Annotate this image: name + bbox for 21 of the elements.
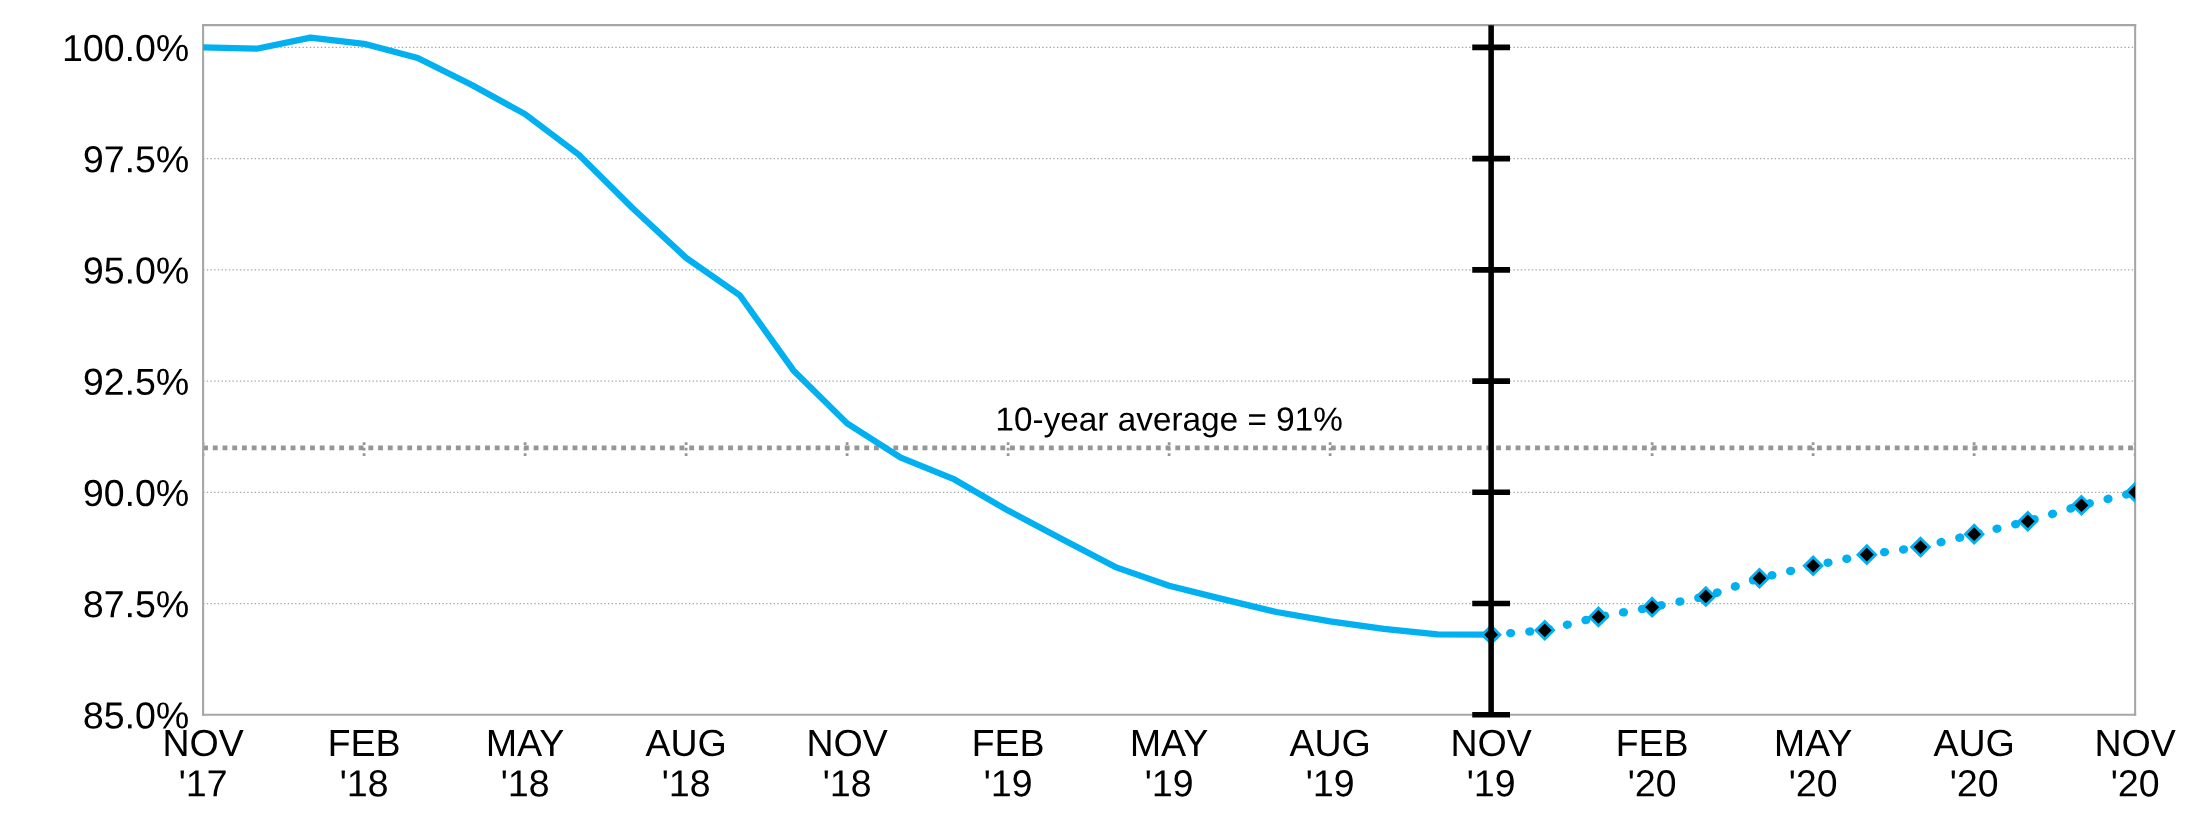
- x-tick-label: MAY '20: [1776, 730, 1852, 797]
- x-tick-label: NOV '20: [2097, 729, 2176, 797]
- x-tick-label: FEB '19: [974, 730, 1043, 797]
- y-tick-label: 95.0%: [84, 257, 188, 284]
- ref-line-label: 10-year average = 91%: [997, 407, 1342, 438]
- x-tick-label: FEB '20: [1618, 730, 1687, 797]
- y-tick-label: 87.5%: [84, 590, 188, 618]
- x-tick-label: NOV '17: [165, 729, 244, 797]
- x-tick-label: NOV '19: [1453, 729, 1532, 797]
- x-tick-label: AUG '18: [645, 729, 724, 797]
- y-tick-label: 85.0%: [84, 702, 188, 729]
- x-tick-label: MAY '18: [488, 730, 564, 797]
- x-tick-label: MAY '19: [1132, 730, 1208, 797]
- x-tick-label: AUG '20: [1933, 729, 2012, 797]
- x-tick-label: AUG '19: [1289, 729, 1368, 797]
- x-tick-label: FEB '18: [330, 730, 399, 797]
- y-tick-label: 100.0%: [64, 34, 188, 62]
- y-tick-label: 97.5%: [84, 146, 188, 173]
- y-tick-label: 92.5%: [84, 368, 188, 396]
- x-tick-label: NOV '18: [809, 729, 888, 797]
- y-tick-label: 90.0%: [84, 479, 188, 507]
